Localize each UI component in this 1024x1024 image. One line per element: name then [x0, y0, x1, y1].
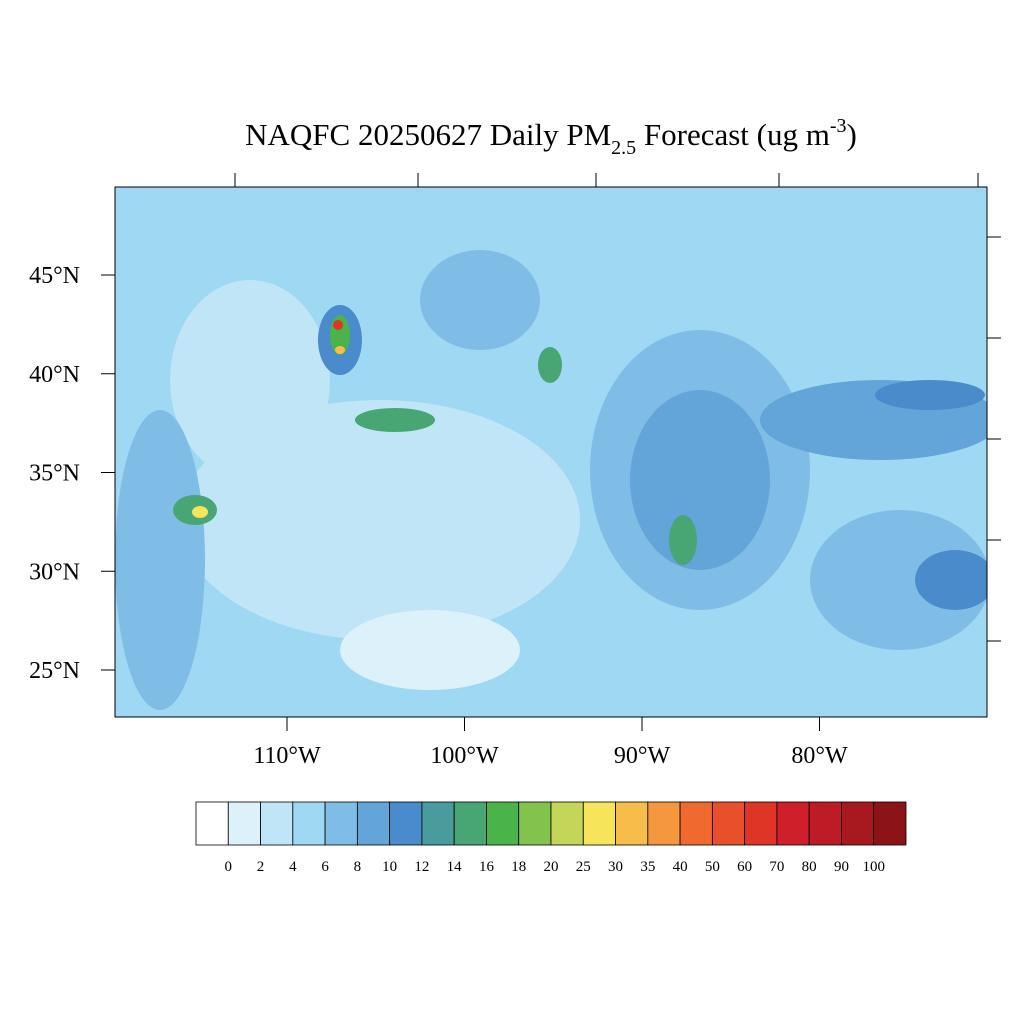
colorbar-label: 8 — [354, 859, 362, 875]
colorbar-label: 30 — [608, 859, 623, 875]
lat-label: 30°N — [29, 559, 80, 585]
color-box — [776, 801, 810, 846]
colorbar-label: 10 — [382, 859, 397, 875]
colorbar-label: 60 — [737, 859, 752, 875]
lat-label: 40°N — [29, 362, 80, 388]
colorbar-label: 20 — [544, 859, 559, 875]
lon-label: 80°W — [791, 743, 848, 769]
color-box — [841, 801, 875, 846]
colorbar-label: 80 — [802, 859, 817, 875]
colorbar-label: 2 — [257, 859, 265, 875]
color-box — [550, 801, 584, 846]
map-frame — [114, 186, 988, 718]
color-box — [486, 801, 520, 846]
frame-ticks — [234, 173, 1001, 642]
color-box — [227, 801, 261, 846]
lat-label: 25°N — [29, 658, 80, 684]
lat-label: 35°N — [29, 461, 80, 487]
color-box — [582, 801, 616, 846]
color-box — [292, 801, 326, 846]
color-box — [356, 801, 391, 846]
colorbar-label: 50 — [705, 859, 720, 875]
colorbar-label: 0 — [225, 859, 233, 875]
color-box — [873, 801, 907, 846]
color-box — [453, 801, 487, 846]
colorbar-label: 35 — [640, 859, 655, 875]
color-box — [679, 801, 713, 846]
color-box — [421, 801, 455, 846]
color-box — [195, 801, 229, 846]
colorbar-label: 70 — [769, 859, 784, 875]
colorbar-label: 6 — [321, 859, 329, 875]
lat-label: 45°N — [29, 263, 80, 289]
colorbar-label: 14 — [447, 859, 463, 875]
colorbar-label: 16 — [479, 859, 495, 875]
color-box — [711, 801, 746, 846]
colorbar-label: 4 — [289, 859, 297, 875]
lon-label: 100°W — [430, 743, 499, 769]
colorbar-label: 100 — [862, 859, 885, 875]
colorbar-label: 90 — [834, 859, 849, 875]
lon-label: 110°W — [253, 743, 321, 769]
lon-label: 90°W — [614, 743, 671, 769]
color-box — [808, 801, 842, 846]
colorbar-label: 40 — [673, 859, 688, 875]
color-box — [647, 801, 681, 846]
colorbar-label: 25 — [576, 859, 591, 875]
colorbar-label: 18 — [511, 859, 526, 875]
color-box — [324, 801, 358, 846]
pm-field — [115, 187, 987, 717]
color-box — [518, 801, 552, 846]
color-box — [389, 801, 423, 846]
color-box — [615, 801, 649, 846]
title: NAQFC 20250627 Daily PM2.5 Forecast (ug … — [245, 115, 857, 159]
color-box — [744, 801, 778, 846]
color-box — [260, 801, 294, 846]
colorbar-label: 12 — [414, 859, 429, 875]
